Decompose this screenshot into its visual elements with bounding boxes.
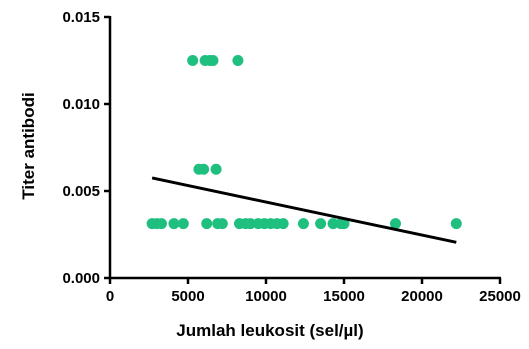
data-point bbox=[338, 218, 350, 230]
x-tick-label: 15000 bbox=[323, 288, 365, 305]
data-point bbox=[450, 218, 462, 230]
y-tick-label: 0.000 bbox=[62, 270, 100, 287]
data-point bbox=[216, 218, 228, 230]
x-tick-label: 20000 bbox=[401, 288, 443, 305]
data-point bbox=[232, 55, 244, 66]
x-tick-label: 10000 bbox=[245, 288, 287, 305]
y-axis-ticks: 0.000 0.005 0.010 0.015 bbox=[62, 9, 110, 287]
x-tick-label: 5000 bbox=[171, 288, 204, 305]
data-point bbox=[297, 218, 309, 230]
regression-line bbox=[151, 176, 457, 244]
data-point bbox=[201, 218, 213, 230]
y-tick-label: 0.005 bbox=[62, 183, 100, 200]
y-tick-label: 0.015 bbox=[62, 9, 100, 26]
data-point bbox=[198, 163, 210, 175]
data-point bbox=[155, 218, 167, 230]
data-point bbox=[187, 55, 199, 66]
data-point bbox=[327, 218, 339, 230]
x-tick-label: 0 bbox=[106, 288, 114, 305]
data-point bbox=[277, 218, 289, 230]
data-point bbox=[207, 55, 219, 66]
data-point bbox=[168, 218, 180, 230]
y-axis-title: Titer antibodi bbox=[19, 92, 38, 199]
x-axis-title: Jumlah leukosit (sel/µl) bbox=[176, 321, 363, 340]
data-point bbox=[177, 218, 189, 230]
y-tick-label: 0.010 bbox=[62, 96, 100, 113]
data-point bbox=[315, 218, 327, 230]
data-point bbox=[389, 218, 401, 230]
data-point bbox=[244, 218, 256, 230]
x-axis-ticks: 0 5000 10000 15000 20000 25000 bbox=[106, 278, 521, 305]
data-point bbox=[210, 163, 222, 175]
x-tick-label: 25000 bbox=[479, 288, 521, 305]
plot-marks bbox=[146, 55, 462, 244]
